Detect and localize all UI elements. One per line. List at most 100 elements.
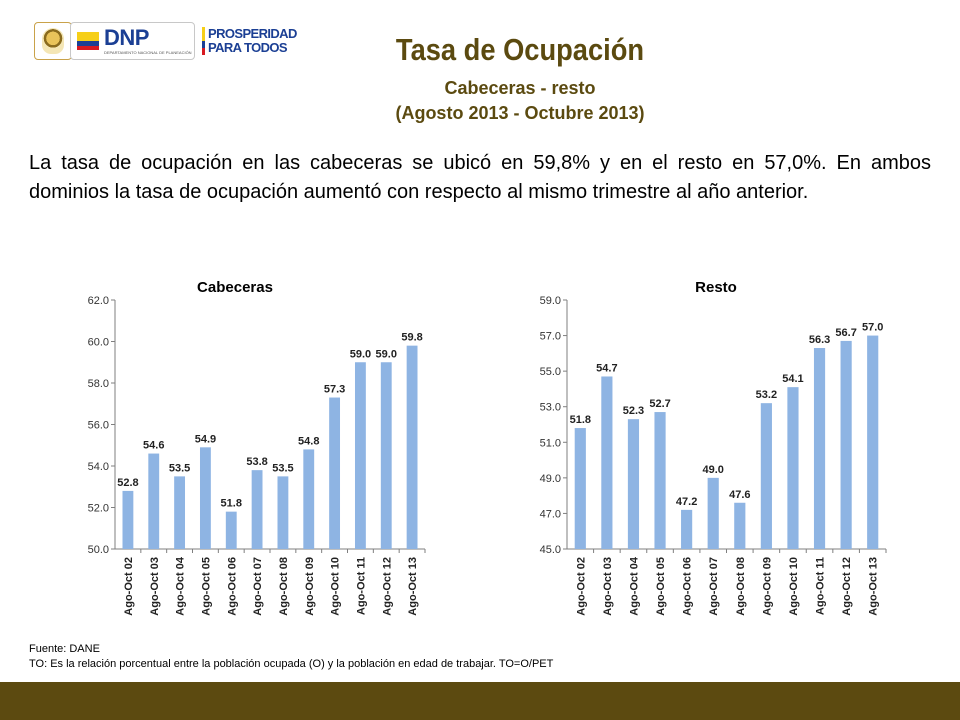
- logos: DNP DEPARTAMENTO NACIONAL DE PLANEACIÓN …: [28, 20, 298, 64]
- resto-data-label: 52.3: [623, 405, 644, 417]
- cabeceras-bar: [303, 449, 315, 549]
- resto-bar: [574, 428, 586, 549]
- resto-data-label: 49.0: [702, 464, 723, 476]
- cabeceras-category-label: Ago-Oct 08: [278, 557, 290, 616]
- cabeceras-y-tick-label: 62.0: [88, 295, 109, 307]
- charts-area: Cabeceras 50.0 52.0 54.0 56.0 58.0 60.0 62.0 52.…: [88, 279, 887, 616]
- cabeceras-data-label: 53.5: [272, 462, 293, 474]
- cabeceras-category-label: Ago-Oct 06: [226, 557, 238, 616]
- resto-category-label: Ago-Oct 09: [761, 557, 773, 616]
- cabeceras-bar: [277, 476, 289, 549]
- cabeceras-data-label: 52.8: [117, 477, 138, 489]
- cabeceras-y-tick-label: 50.0: [88, 544, 109, 556]
- resto-category-label: Ago-Oct 10: [788, 557, 800, 616]
- resto-category-label: Ago-Oct 08: [735, 557, 747, 616]
- resto-bar: [840, 340, 852, 549]
- cabeceras-data-label: 59.0: [376, 348, 397, 360]
- resto-category-label: Ago-Oct 04: [628, 556, 640, 616]
- resto-data-label: 56.7: [835, 327, 856, 339]
- resto-y-tick-label: 57.0: [540, 331, 561, 343]
- cabeceras-bar: [199, 447, 211, 549]
- cabeceras-y-tick-label: 52.0: [88, 503, 109, 515]
- dnp-logo: DNP DEPARTAMENTO NACIONAL DE PLANEACIÓN: [70, 22, 195, 60]
- resto-y-tick-label: 53.0: [540, 402, 561, 414]
- cabeceras-category-label: Ago-Oct 12: [381, 557, 393, 616]
- cabeceras-bar: [251, 470, 263, 549]
- cabeceras-data-label: 54.8: [298, 435, 319, 447]
- cabeceras-data-label: 59.8: [401, 332, 422, 344]
- resto-category-label: Ago-Oct 13: [868, 557, 880, 616]
- cabeceras-bar: [122, 490, 134, 549]
- dnp-logo-subtext: DEPARTAMENTO NACIONAL DE PLANEACIÓN: [104, 50, 192, 55]
- cabeceras-data-label: 54.9: [195, 433, 216, 445]
- resto-data-label: 57.0: [862, 322, 883, 334]
- cabeceras-bar: [329, 397, 341, 549]
- resto-bar: [734, 502, 746, 549]
- cabeceras-chart-title: Cabeceras: [197, 279, 273, 296]
- cabeceras-category-label: Ago-Oct 11: [355, 557, 367, 615]
- cabeceras-y-tick-label: 60.0: [88, 337, 109, 349]
- resto-bar: [627, 419, 640, 549]
- cabeceras-category-label: Ago-Oct 03: [149, 557, 161, 616]
- resto-bar: [681, 509, 693, 549]
- resto-data-label: 56.3: [809, 334, 830, 346]
- cabeceras-category-label: Ago-Oct 13: [407, 557, 419, 616]
- cabeceras-data-label: 51.8: [221, 498, 242, 510]
- source-note: Fuente: DANE TO: Es la relación porcentu…: [29, 642, 553, 672]
- description-text: La tasa de ocupación en las cabeceras se…: [29, 152, 931, 203]
- dnp-logo-text: DNP: [104, 25, 149, 50]
- cabeceras-category-label: Ago-Oct 05: [200, 557, 212, 616]
- page-period: (Agosto 2013 - Octubre 2013): [395, 103, 645, 123]
- cabeceras-data-label: 53.8: [246, 456, 267, 468]
- prosperidad-logo: PROSPERIDAD PARA TODOS: [202, 25, 298, 57]
- resto-category-label: Ago-Oct 12: [841, 557, 853, 616]
- resto-bar: [601, 376, 613, 549]
- colombia-seal-logo: [34, 22, 72, 60]
- cabeceras-y-tick-label: 54.0: [88, 461, 109, 473]
- resto-bar: [760, 403, 772, 549]
- colombia-flag-icon: [77, 32, 99, 50]
- cabeceras-bar: [174, 476, 186, 549]
- page-title: Tasa de Ocupación: [395, 32, 645, 67]
- resto-chart-title: Resto: [695, 279, 737, 296]
- prosperidad-line1: PROSPERIDAD: [208, 26, 297, 41]
- cabeceras-data-label: 54.6: [143, 440, 164, 452]
- cabeceras-data-label: 53.5: [169, 462, 190, 474]
- cabeceras-category-label: Ago-Oct 02: [123, 557, 135, 616]
- footer-bar: [0, 682, 960, 720]
- resto-bar: [813, 348, 826, 549]
- resto-category-label: Ago-Oct 06: [682, 557, 694, 616]
- resto-category-label: Ago-Oct 11: [815, 557, 827, 615]
- source-text: Fuente: DANE: [29, 643, 100, 655]
- resto-y-tick-label: 59.0: [540, 295, 561, 307]
- resto-data-label: 47.2: [676, 496, 697, 508]
- resto-category-label: Ago-Oct 05: [655, 557, 667, 616]
- resto-data-label: 53.2: [756, 389, 777, 401]
- resto-data-label: 54.7: [596, 362, 617, 374]
- cabeceras-y-tick-label: 56.0: [88, 420, 109, 432]
- resto-data-label: 52.7: [649, 398, 670, 410]
- resto-y-tick-label: 51.0: [540, 437, 561, 449]
- cabeceras-data-label: 57.3: [324, 384, 345, 396]
- prosperidad-line2: PARA TODOS: [208, 40, 288, 55]
- resto-data-label: 51.8: [570, 414, 591, 426]
- cabeceras-y-tick-label: 58.0: [88, 378, 109, 390]
- resto-bar: [867, 335, 879, 549]
- resto-category-label: Ago-Oct 03: [602, 557, 614, 616]
- definition-text: TO: Es la relación porcentual entre la p…: [29, 658, 554, 670]
- page-subtitle: Cabeceras - resto: [444, 78, 596, 98]
- resto-y-tick-label: 47.0: [540, 508, 561, 520]
- resto-category-label: Ago-Oct 02: [575, 557, 587, 616]
- cabeceras-bar: [354, 362, 366, 549]
- resto-data-label: 47.6: [729, 489, 750, 501]
- cabeceras-category-label: Ago-Oct 04: [175, 556, 187, 616]
- cabeceras-bar: [380, 362, 392, 549]
- cabeceras-category-label: Ago-Oct 10: [330, 557, 342, 616]
- resto-y-tick-label: 55.0: [540, 366, 561, 378]
- cabeceras-category-label: Ago-Oct 07: [252, 557, 264, 616]
- resto-bar: [707, 477, 719, 549]
- cabeceras-category-label: Ago-Oct 09: [304, 557, 316, 616]
- resto-y-tick-label: 45.0: [540, 544, 561, 556]
- resto-y-tick-label: 49.0: [540, 473, 561, 485]
- cabeceras-bar: [225, 511, 237, 549]
